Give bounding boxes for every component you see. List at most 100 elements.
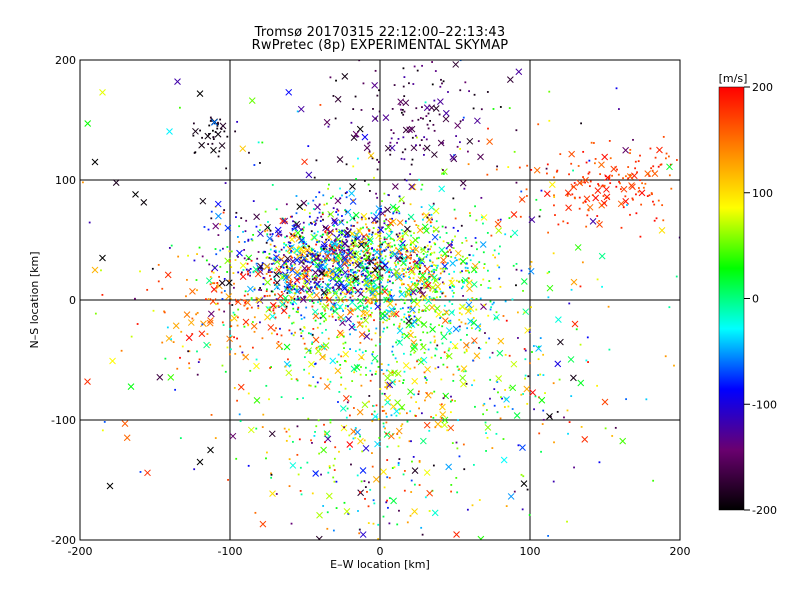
data-point-dot bbox=[347, 284, 349, 287]
data-point-dot bbox=[678, 236, 680, 239]
data-point-x bbox=[497, 337, 505, 345]
data-point-dot bbox=[432, 304, 435, 307]
data-point-dot bbox=[345, 273, 348, 276]
data-point-dot bbox=[395, 265, 397, 268]
data-point-dot bbox=[238, 225, 241, 228]
data-point-dot bbox=[463, 187, 466, 190]
data-point-x bbox=[390, 497, 397, 505]
data-point-dot bbox=[324, 309, 326, 312]
data-point-dot bbox=[256, 257, 259, 260]
data-point-dot bbox=[325, 328, 327, 331]
y-tick-label: 0 bbox=[69, 294, 76, 307]
data-point-dot bbox=[522, 289, 524, 292]
data-point-dot bbox=[491, 447, 494, 449]
data-point-dot bbox=[273, 250, 276, 253]
data-point-dot bbox=[376, 300, 379, 303]
data-point-dot bbox=[411, 136, 414, 139]
data-point-dot bbox=[390, 269, 393, 271]
data-point-dot bbox=[322, 194, 325, 197]
data-point-dot bbox=[235, 211, 238, 214]
data-point-dot bbox=[358, 60, 361, 62]
data-point-dot bbox=[513, 490, 516, 493]
data-point-dot bbox=[425, 381, 428, 384]
data-point-dot bbox=[351, 261, 354, 264]
data-point-dot bbox=[354, 273, 357, 276]
data-point-dot bbox=[451, 285, 454, 287]
data-point-dot bbox=[359, 435, 361, 438]
data-point-dot bbox=[489, 397, 491, 400]
data-point-dot bbox=[452, 226, 455, 229]
data-point-dot bbox=[311, 300, 314, 303]
data-point-dot bbox=[247, 392, 250, 395]
data-point-dot bbox=[404, 263, 407, 266]
data-point-dot bbox=[520, 473, 523, 476]
data-point-dot bbox=[410, 479, 413, 482]
data-point-dot bbox=[289, 279, 292, 282]
data-point-dot bbox=[443, 395, 446, 397]
data-point-dot bbox=[604, 175, 607, 178]
data-point-dot bbox=[273, 281, 275, 284]
data-point-x bbox=[441, 416, 449, 424]
data-point-x bbox=[185, 334, 193, 342]
data-point-dot bbox=[451, 303, 454, 305]
data-point-x bbox=[513, 412, 521, 419]
data-point-dot bbox=[377, 161, 380, 163]
data-point-dot bbox=[496, 411, 499, 414]
data-point-x bbox=[473, 352, 481, 360]
data-point-dot bbox=[329, 76, 332, 79]
data-point-x bbox=[438, 185, 446, 193]
data-point-dot bbox=[345, 163, 348, 166]
data-point-dot bbox=[382, 422, 385, 425]
data-point-dot bbox=[367, 522, 370, 524]
data-point-dot bbox=[130, 335, 133, 338]
data-point-dot bbox=[462, 119, 464, 121]
data-point-dot bbox=[387, 223, 389, 226]
data-point-dot bbox=[338, 234, 341, 237]
data-point-dot bbox=[578, 207, 581, 210]
data-point-x bbox=[509, 384, 517, 392]
data-point-dot bbox=[247, 239, 250, 242]
data-point-dot bbox=[221, 364, 224, 367]
data-point-dot bbox=[346, 401, 349, 404]
data-point-dot bbox=[422, 147, 425, 150]
data-point-dot bbox=[419, 258, 422, 261]
data-point-dot bbox=[388, 271, 390, 274]
data-point-dot bbox=[466, 508, 469, 511]
data-point-dot bbox=[592, 142, 595, 144]
data-point-dot bbox=[464, 370, 467, 373]
data-point-dot bbox=[270, 271, 273, 273]
data-point-x bbox=[200, 320, 207, 328]
data-point-x bbox=[354, 428, 361, 436]
data-point-x bbox=[371, 266, 379, 274]
data-point-dot bbox=[274, 299, 277, 301]
data-point-dot bbox=[341, 229, 343, 232]
data-point-dot bbox=[434, 291, 437, 293]
data-point-x bbox=[204, 132, 212, 140]
data-point-x bbox=[589, 218, 597, 225]
data-point-dot bbox=[300, 229, 302, 231]
data-point-dot bbox=[339, 292, 342, 295]
data-point-dot bbox=[444, 295, 447, 298]
data-point-dot bbox=[396, 433, 399, 435]
data-point-dot bbox=[236, 236, 239, 238]
data-point-x bbox=[398, 196, 405, 203]
data-point-dot bbox=[433, 268, 436, 271]
data-point-x bbox=[224, 257, 232, 265]
data-point-dot bbox=[371, 373, 373, 376]
data-point-dot bbox=[639, 179, 641, 182]
data-point-x bbox=[91, 266, 99, 274]
data-point-dot bbox=[409, 367, 412, 370]
data-point-dot bbox=[374, 221, 377, 224]
data-point-dot bbox=[447, 320, 450, 323]
data-point-dot bbox=[546, 272, 549, 275]
data-point-dot bbox=[378, 436, 381, 439]
data-point-dot bbox=[349, 264, 351, 266]
data-point-dot bbox=[470, 299, 472, 302]
data-point-x bbox=[207, 310, 215, 318]
data-point-dot bbox=[424, 399, 426, 402]
data-point-dot bbox=[325, 227, 328, 230]
data-point-dot bbox=[383, 268, 386, 271]
data-point-dot bbox=[505, 319, 508, 322]
data-point-dot bbox=[446, 262, 449, 264]
data-point-dot bbox=[442, 80, 445, 83]
